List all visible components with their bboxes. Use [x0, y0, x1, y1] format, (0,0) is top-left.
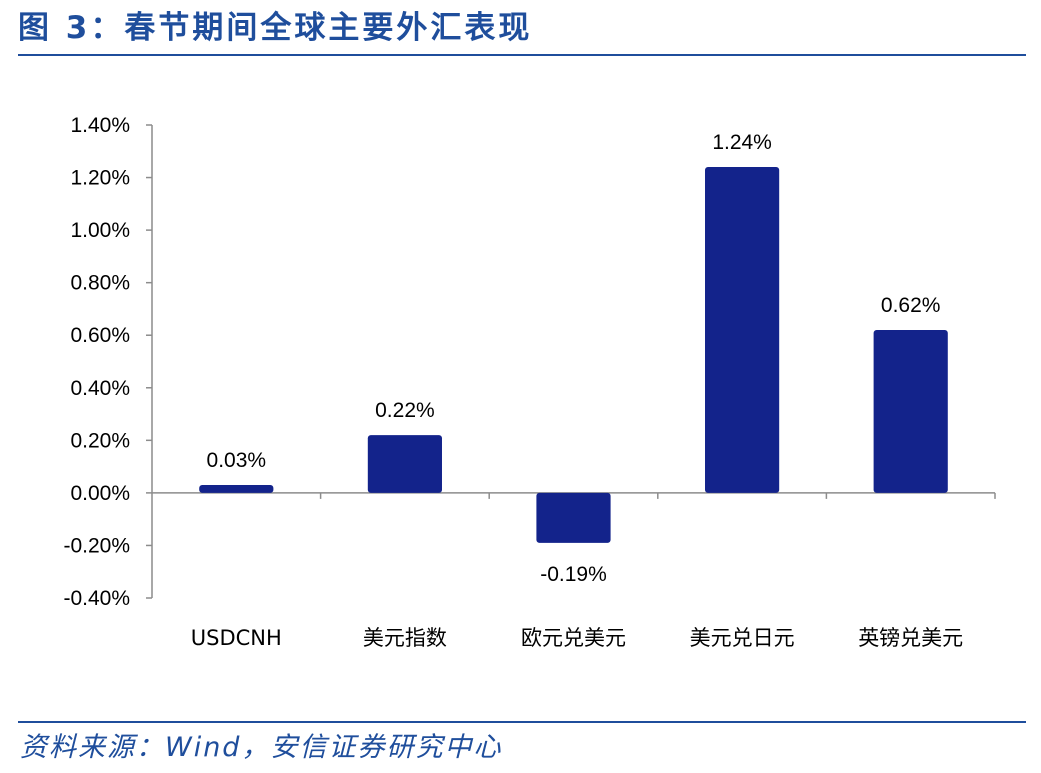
data-label: 1.24%	[712, 131, 772, 154]
source-note: 资料来源：Wind，安信证券研究中心	[20, 732, 503, 763]
category-label: 美元指数	[363, 626, 447, 650]
y-tick-label: 1.00%	[70, 219, 130, 242]
y-tick-label: 0.80%	[70, 272, 130, 295]
y-tick-label: 1.40%	[70, 114, 130, 137]
data-label: 0.22%	[375, 399, 435, 422]
category-label: 英镑兑美元	[858, 626, 963, 650]
title-rule	[18, 54, 1026, 56]
y-tick-label: 1.20%	[70, 167, 130, 190]
y-tick-label: 0.00%	[70, 482, 130, 505]
data-label: 0.62%	[881, 294, 941, 317]
bar	[199, 485, 274, 493]
source-rule	[18, 721, 1026, 723]
y-tick-label: -0.40%	[63, 587, 130, 610]
category-label: 美元兑日元	[690, 626, 795, 650]
data-label: 0.03%	[207, 449, 267, 472]
y-tick-label: 0.20%	[70, 429, 130, 452]
y-tick-label: 0.60%	[70, 324, 130, 347]
figure-title: 图 3：春节期间全球主要外汇表现	[18, 10, 533, 46]
bar	[536, 492, 611, 543]
y-tick-label: 0.40%	[70, 377, 130, 400]
y-tick-label: -0.20%	[63, 534, 130, 557]
data-label: -0.19%	[540, 563, 607, 586]
category-label: 欧元兑美元	[521, 626, 626, 650]
bar	[367, 435, 442, 493]
bar	[705, 167, 780, 493]
bar	[873, 329, 948, 493]
category-label: USDCNH	[191, 626, 282, 650]
